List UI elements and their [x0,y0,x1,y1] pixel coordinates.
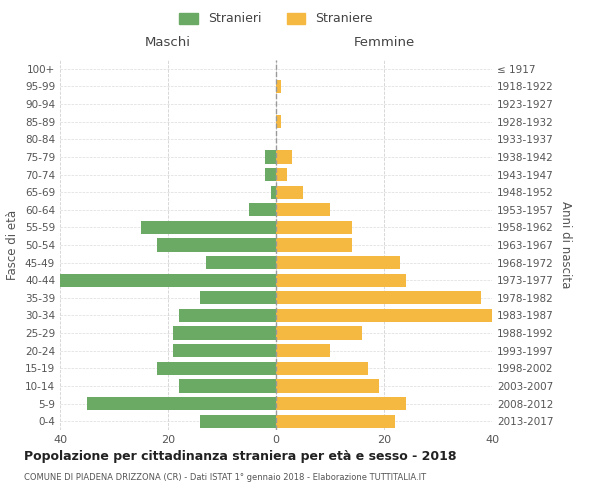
Bar [157,238,276,252]
Bar [276,203,330,216]
Bar [276,80,281,93]
Bar [265,168,276,181]
Bar [276,380,379,392]
Bar [276,344,330,358]
Bar [276,326,362,340]
Bar [200,414,276,428]
Bar [276,150,292,164]
Bar [276,168,287,181]
Text: Maschi: Maschi [145,36,191,50]
Bar [276,414,395,428]
Y-axis label: Fasce di età: Fasce di età [7,210,19,280]
Bar [276,238,352,252]
Bar [173,326,276,340]
Text: Femmine: Femmine [353,36,415,50]
Text: COMUNE DI PIADENA DRIZZONA (CR) - Dati ISTAT 1° gennaio 2018 - Elaborazione TUTT: COMUNE DI PIADENA DRIZZONA (CR) - Dati I… [24,472,426,482]
Bar [271,186,276,198]
Bar [179,380,276,392]
Legend: Stranieri, Straniere: Stranieri, Straniere [176,8,377,29]
Bar [276,221,352,234]
Bar [157,362,276,375]
Bar [276,291,481,304]
Bar [200,291,276,304]
Y-axis label: Anni di nascita: Anni di nascita [559,202,572,288]
Bar [173,344,276,358]
Bar [206,256,276,269]
Bar [179,309,276,322]
Bar [276,186,303,198]
Bar [87,397,276,410]
Bar [141,221,276,234]
Bar [60,274,276,287]
Bar [276,256,400,269]
Bar [276,115,281,128]
Bar [276,397,406,410]
Bar [276,274,406,287]
Bar [276,362,368,375]
Bar [265,150,276,164]
Bar [276,309,492,322]
Bar [249,203,276,216]
Text: Popolazione per cittadinanza straniera per età e sesso - 2018: Popolazione per cittadinanza straniera p… [24,450,457,463]
